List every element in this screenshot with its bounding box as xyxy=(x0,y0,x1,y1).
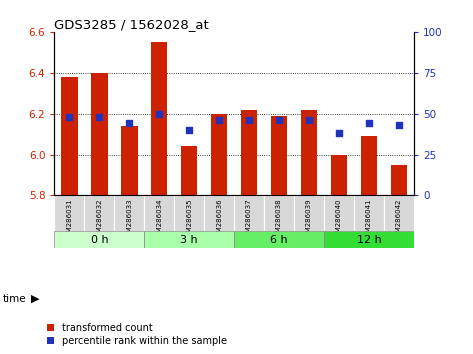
Bar xyxy=(384,195,414,232)
Bar xyxy=(391,165,407,195)
Text: ▶: ▶ xyxy=(31,294,39,304)
Point xyxy=(215,118,223,123)
Text: GSM286036: GSM286036 xyxy=(216,198,222,241)
Text: GSM286042: GSM286042 xyxy=(396,198,402,241)
Point xyxy=(96,114,103,120)
Text: GSM286035: GSM286035 xyxy=(186,198,192,241)
Bar xyxy=(84,195,114,232)
Bar xyxy=(271,116,287,195)
Bar xyxy=(354,195,384,232)
Legend: transformed count, percentile rank within the sample: transformed count, percentile rank withi… xyxy=(47,323,227,346)
Text: 6 h: 6 h xyxy=(270,235,288,245)
Text: GSM286034: GSM286034 xyxy=(156,198,162,241)
Text: GDS3285 / 1562028_at: GDS3285 / 1562028_at xyxy=(54,18,209,31)
Bar xyxy=(211,114,228,195)
Point xyxy=(275,118,283,123)
Text: 0 h: 0 h xyxy=(90,235,108,245)
Text: GSM286041: GSM286041 xyxy=(366,198,372,241)
Bar xyxy=(361,136,377,195)
Bar xyxy=(144,195,174,232)
Point xyxy=(305,118,313,123)
Bar xyxy=(301,110,317,195)
Text: GSM286037: GSM286037 xyxy=(246,198,252,241)
Bar xyxy=(324,195,354,232)
Bar xyxy=(294,195,324,232)
Text: GSM286039: GSM286039 xyxy=(306,198,312,241)
Bar xyxy=(204,195,234,232)
Point xyxy=(125,121,133,126)
Bar xyxy=(234,195,264,232)
Text: GSM286033: GSM286033 xyxy=(126,198,132,241)
Bar xyxy=(121,126,138,195)
Text: GSM286031: GSM286031 xyxy=(66,198,72,241)
Bar xyxy=(181,146,197,195)
Text: time: time xyxy=(2,294,26,304)
Text: GSM286040: GSM286040 xyxy=(336,198,342,241)
Point xyxy=(365,121,373,126)
Point xyxy=(156,111,163,116)
Bar xyxy=(61,77,78,195)
Bar xyxy=(54,195,84,232)
Bar xyxy=(331,155,347,195)
Point xyxy=(395,122,403,128)
Bar xyxy=(264,195,294,232)
Text: 3 h: 3 h xyxy=(180,235,198,245)
Point xyxy=(245,118,253,123)
Text: GSM286032: GSM286032 xyxy=(96,198,102,241)
Point xyxy=(185,127,193,133)
Bar xyxy=(151,42,167,195)
Point xyxy=(335,131,343,136)
Bar xyxy=(114,195,144,232)
Bar xyxy=(324,232,414,248)
Bar xyxy=(91,73,107,195)
Bar xyxy=(54,232,144,248)
Text: 12 h: 12 h xyxy=(357,235,381,245)
Bar xyxy=(174,195,204,232)
Bar xyxy=(144,232,234,248)
Point xyxy=(66,114,73,120)
Bar xyxy=(241,110,257,195)
Bar xyxy=(234,232,324,248)
Text: GSM286038: GSM286038 xyxy=(276,198,282,241)
